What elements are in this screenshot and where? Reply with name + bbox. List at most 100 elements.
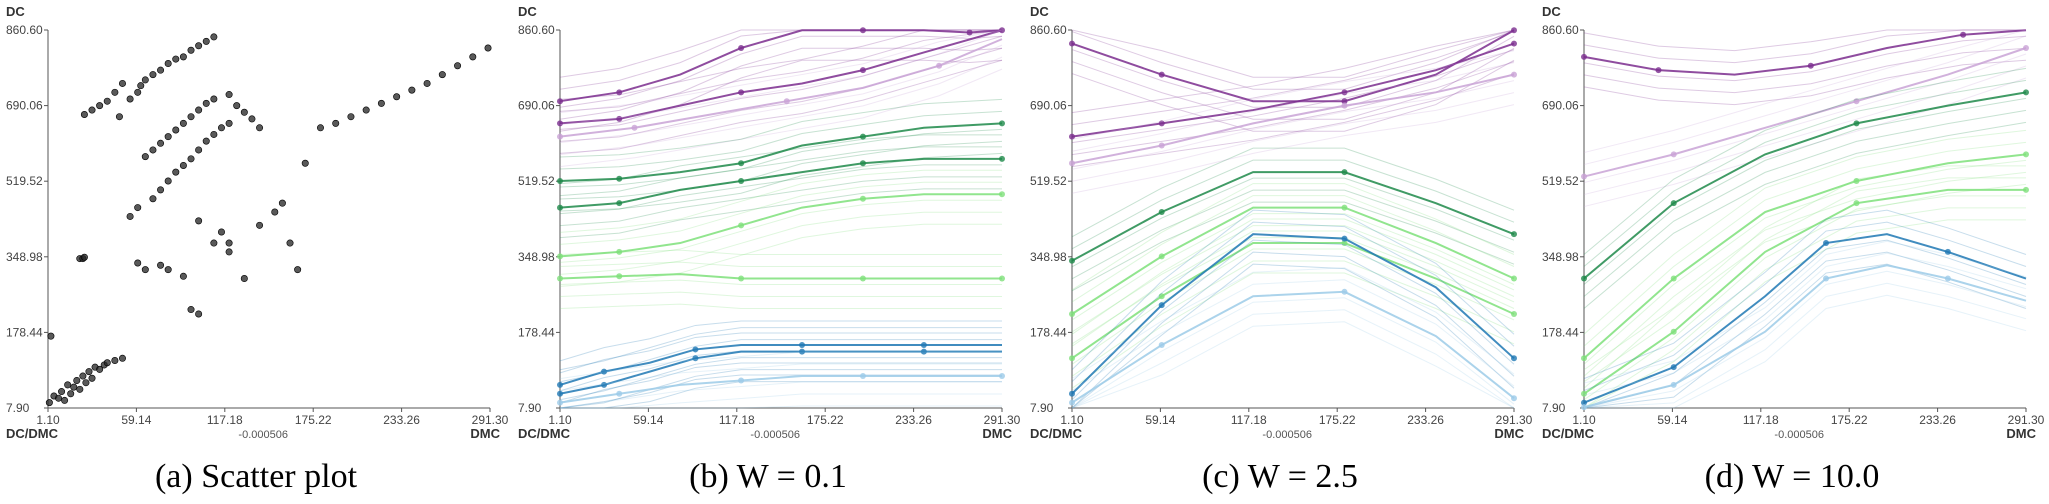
series-point bbox=[999, 120, 1005, 127]
x-tick-label: 175.22 bbox=[1831, 413, 1868, 427]
series-line-bundle bbox=[559, 188, 1002, 239]
scatter-point bbox=[484, 44, 492, 52]
series-line-bundle bbox=[559, 59, 1003, 154]
series-line-bundle bbox=[1071, 260, 1515, 377]
scatter-point bbox=[172, 168, 180, 176]
y-axis-title: DC bbox=[1030, 4, 1049, 19]
x-tick-label: 117.18 bbox=[719, 413, 755, 427]
corner-label: DC/DMC bbox=[518, 426, 571, 441]
scatter-point bbox=[126, 95, 134, 103]
series-line-bundle bbox=[1583, 239, 2027, 409]
series-line-bundle bbox=[559, 169, 1002, 233]
y-tick-label: 690.06 bbox=[1030, 99, 1067, 113]
series-line-bundle bbox=[1071, 201, 1515, 292]
series-point bbox=[859, 195, 866, 202]
series-line-bundle bbox=[1583, 177, 2026, 383]
series-point bbox=[1853, 177, 1860, 184]
series-point bbox=[920, 342, 927, 349]
series-point bbox=[1341, 98, 1348, 105]
caption-c: (c) W = 2.5 bbox=[1202, 458, 1358, 495]
series-line-bundle bbox=[1071, 92, 1515, 182]
scatter-point bbox=[179, 272, 187, 280]
scatter-point bbox=[141, 153, 149, 161]
series-line-bundle bbox=[1071, 59, 1515, 132]
series-point bbox=[1511, 310, 1517, 317]
series-point bbox=[1853, 98, 1860, 105]
series-point bbox=[1944, 248, 1951, 255]
series-line-bundle bbox=[1583, 159, 2027, 365]
series-line-bundle bbox=[559, 29, 1002, 90]
corner-label: DC/DMC bbox=[6, 426, 59, 441]
series-line bbox=[1071, 242, 1515, 360]
series-point bbox=[557, 381, 563, 388]
scatter-point bbox=[164, 133, 172, 141]
series-line bbox=[1071, 233, 1515, 395]
x-tick-label: 291.30 bbox=[1496, 413, 1533, 427]
series-line bbox=[1583, 91, 2027, 280]
series-line-bundle bbox=[1583, 29, 2027, 154]
scatter-point bbox=[111, 357, 119, 365]
series-line bbox=[1071, 290, 1515, 404]
scatter-point bbox=[141, 266, 149, 274]
scatter-point bbox=[47, 332, 55, 340]
series-point bbox=[859, 275, 866, 282]
scatter-point bbox=[88, 106, 96, 114]
scatter-point bbox=[240, 275, 248, 283]
series-line-bundle bbox=[1071, 29, 1515, 78]
series-point bbox=[999, 155, 1005, 162]
series-line-bundle bbox=[559, 29, 1003, 126]
series-line-bundle bbox=[1583, 35, 2027, 166]
y-axis-title: DC bbox=[518, 4, 537, 19]
x-tick-label: 1.10 bbox=[1572, 413, 1596, 427]
series-line-bundle bbox=[559, 44, 1003, 144]
series-line-bundle bbox=[559, 320, 1002, 362]
series-point bbox=[1581, 399, 1587, 406]
y-tick-label: 860.60 bbox=[1542, 23, 1579, 37]
series-point bbox=[1581, 390, 1587, 397]
series-point bbox=[631, 124, 638, 131]
y-tick-label: 519.52 bbox=[518, 174, 555, 188]
series-point bbox=[936, 62, 943, 69]
scatter-point bbox=[210, 130, 218, 138]
series-point bbox=[557, 177, 563, 184]
series-line-bundle bbox=[1071, 62, 1515, 152]
series-point bbox=[2023, 186, 2029, 193]
x-tick-label: 175.22 bbox=[295, 413, 332, 427]
x-tick-label: 175.22 bbox=[807, 413, 844, 427]
scatter-point bbox=[103, 97, 111, 105]
y-tick-label: 7.90 bbox=[6, 401, 30, 415]
series-line-bundle bbox=[559, 140, 1003, 200]
series-point bbox=[1960, 31, 1967, 38]
series-point bbox=[1158, 71, 1165, 78]
scatter-point bbox=[286, 239, 294, 247]
x-tick-label: 233.26 bbox=[383, 413, 420, 427]
series-line bbox=[559, 29, 1003, 125]
scatter-point bbox=[85, 368, 93, 376]
series-line-bundle bbox=[1583, 282, 2027, 409]
y-tick-label: 348.98 bbox=[518, 250, 555, 264]
series-point bbox=[557, 120, 563, 127]
scatter-point bbox=[248, 115, 256, 123]
scatter-point bbox=[362, 106, 370, 114]
scatter-point bbox=[202, 99, 210, 107]
panel-a: 7.90 178.44 348.98 519.52 690.06 860.60 1.10 59… bbox=[0, 0, 512, 504]
series-line bbox=[1583, 188, 2026, 395]
series-line-bundle bbox=[1584, 294, 2027, 409]
scatter-point bbox=[134, 204, 142, 212]
series-point bbox=[1670, 275, 1677, 282]
scatter-point bbox=[210, 239, 218, 247]
series-line bbox=[559, 122, 1003, 182]
y-tick-label: 348.98 bbox=[1542, 250, 1579, 264]
scatter-point bbox=[118, 79, 126, 87]
scatter-point bbox=[408, 86, 416, 94]
series-line-bundle bbox=[559, 146, 1002, 197]
series-point bbox=[999, 191, 1005, 198]
y-tick-label: 348.98 bbox=[1030, 250, 1067, 264]
series-point bbox=[1511, 355, 1517, 362]
series-line-bundle bbox=[1583, 165, 2026, 371]
series-point bbox=[738, 177, 745, 184]
series-line bbox=[1583, 29, 2027, 76]
scatter-point bbox=[210, 33, 218, 41]
scatter-point bbox=[316, 124, 324, 132]
series-line-bundle bbox=[1583, 207, 2026, 409]
